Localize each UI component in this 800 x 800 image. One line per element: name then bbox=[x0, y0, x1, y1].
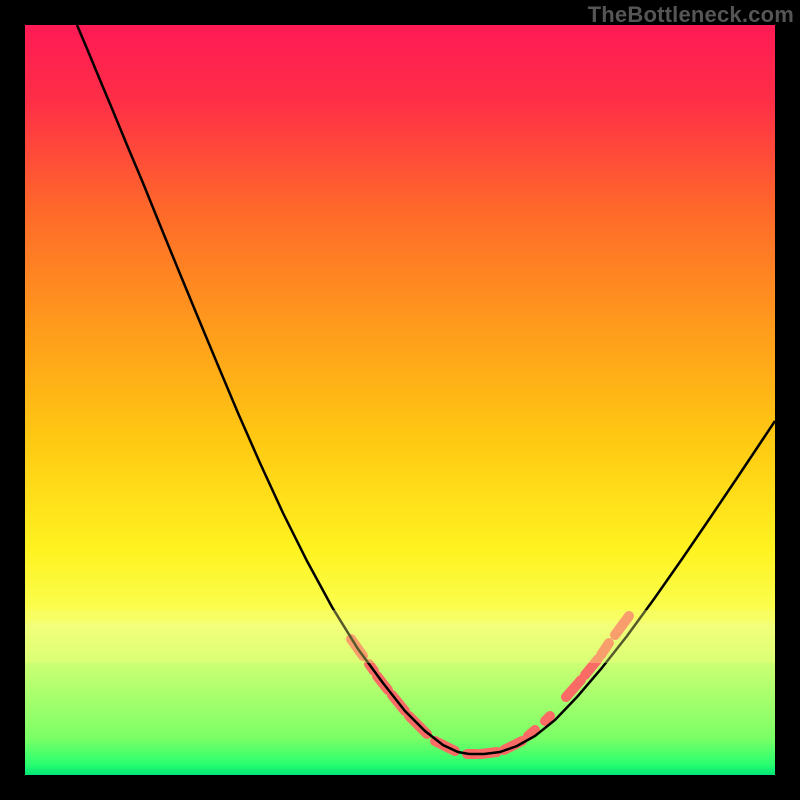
gradient-background bbox=[25, 25, 775, 775]
chart-svg bbox=[25, 25, 775, 775]
chart-frame: TheBottleneck.com bbox=[0, 0, 800, 800]
watermark-text: TheBottleneck.com bbox=[588, 2, 794, 28]
plot-area bbox=[25, 25, 775, 775]
highlight-band bbox=[25, 610, 775, 663]
